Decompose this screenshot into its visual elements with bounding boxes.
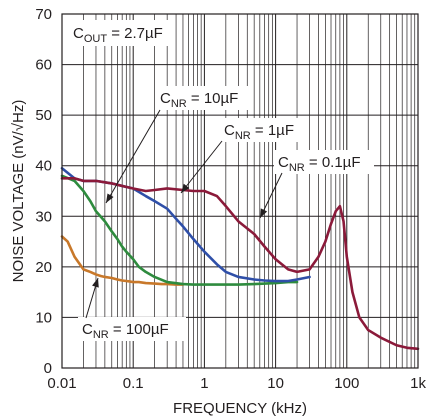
annotation-box [78,317,186,341]
y-tick-label: 40 [35,158,52,175]
series-line-cnr_10uF [60,174,299,286]
x-tick-label: 10 [267,375,284,392]
annotation-cnr_10: CNR = 10µF [160,90,238,110]
y-tick-label: 0 [44,360,52,377]
y-tick-label: 20 [35,259,52,276]
y-tick-label: 50 [35,107,52,124]
series-line-cnr_100uF [60,235,185,286]
annotation-box [156,86,250,110]
annotation-arrowhead [260,208,268,218]
y-tick-label: 30 [35,208,52,225]
x-tick-label: 0.1 [123,375,144,392]
annotation-cnr_100: CNR = 100µF [82,321,169,341]
y-axis-label: NOISE VOLTAGE (nV/√Hz) [10,100,27,283]
annotation-cnr_01: CNR = 0.1µF [278,154,361,174]
series-line-cnr_0_1uF [60,177,420,351]
x-tick-label: 0.01 [47,375,76,392]
x-tick-label: 100 [334,375,359,392]
plot-background [62,14,418,368]
x-tick-label: 1 [200,375,208,392]
y-tick-label: 10 [35,309,52,326]
annotation-cnr_1: CNR = 1µF [224,122,294,142]
annotation-box [68,20,172,46]
annotation-arrowhead [92,278,99,288]
y-tick-label: 60 [35,57,52,74]
annotation-arrowhead [181,183,190,193]
annotation-box [274,150,374,174]
series-layer [60,166,420,351]
annotation-leader [180,140,223,194]
annotation-leader [105,109,161,204]
plot-frame [61,13,419,369]
annotation-layer: COUT = 2.7µF CNR = 10µF CNR = 1µF CNR = 0.1… [68,20,374,341]
x-axis-label: FREQUENCY (kHz) [173,400,307,417]
tick-labels: 0.01 0.1 1 10 100 1k 0 10 20 30 40 50 60 70 [35,6,426,392]
x-tick-label: 1k [410,375,426,392]
annotation-box [220,118,304,142]
y-tick-label: 70 [35,6,52,23]
annotation-cout: COUT = 2.7µF [73,25,163,45]
annotation-arrowhead [106,193,114,203]
